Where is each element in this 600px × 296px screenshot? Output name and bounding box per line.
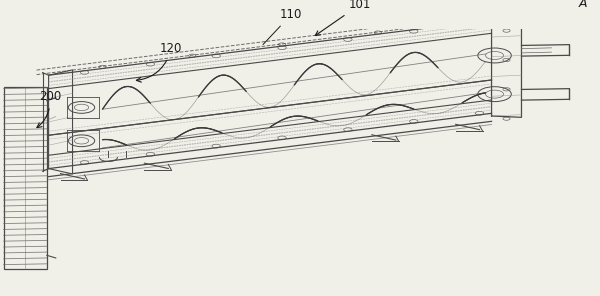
Text: 101: 101 — [315, 0, 371, 36]
Text: A: A — [578, 0, 587, 10]
Bar — [4, 87, 47, 269]
Text: 200: 200 — [37, 90, 61, 128]
Text: 110: 110 — [263, 8, 302, 45]
Text: 120: 120 — [136, 42, 182, 82]
